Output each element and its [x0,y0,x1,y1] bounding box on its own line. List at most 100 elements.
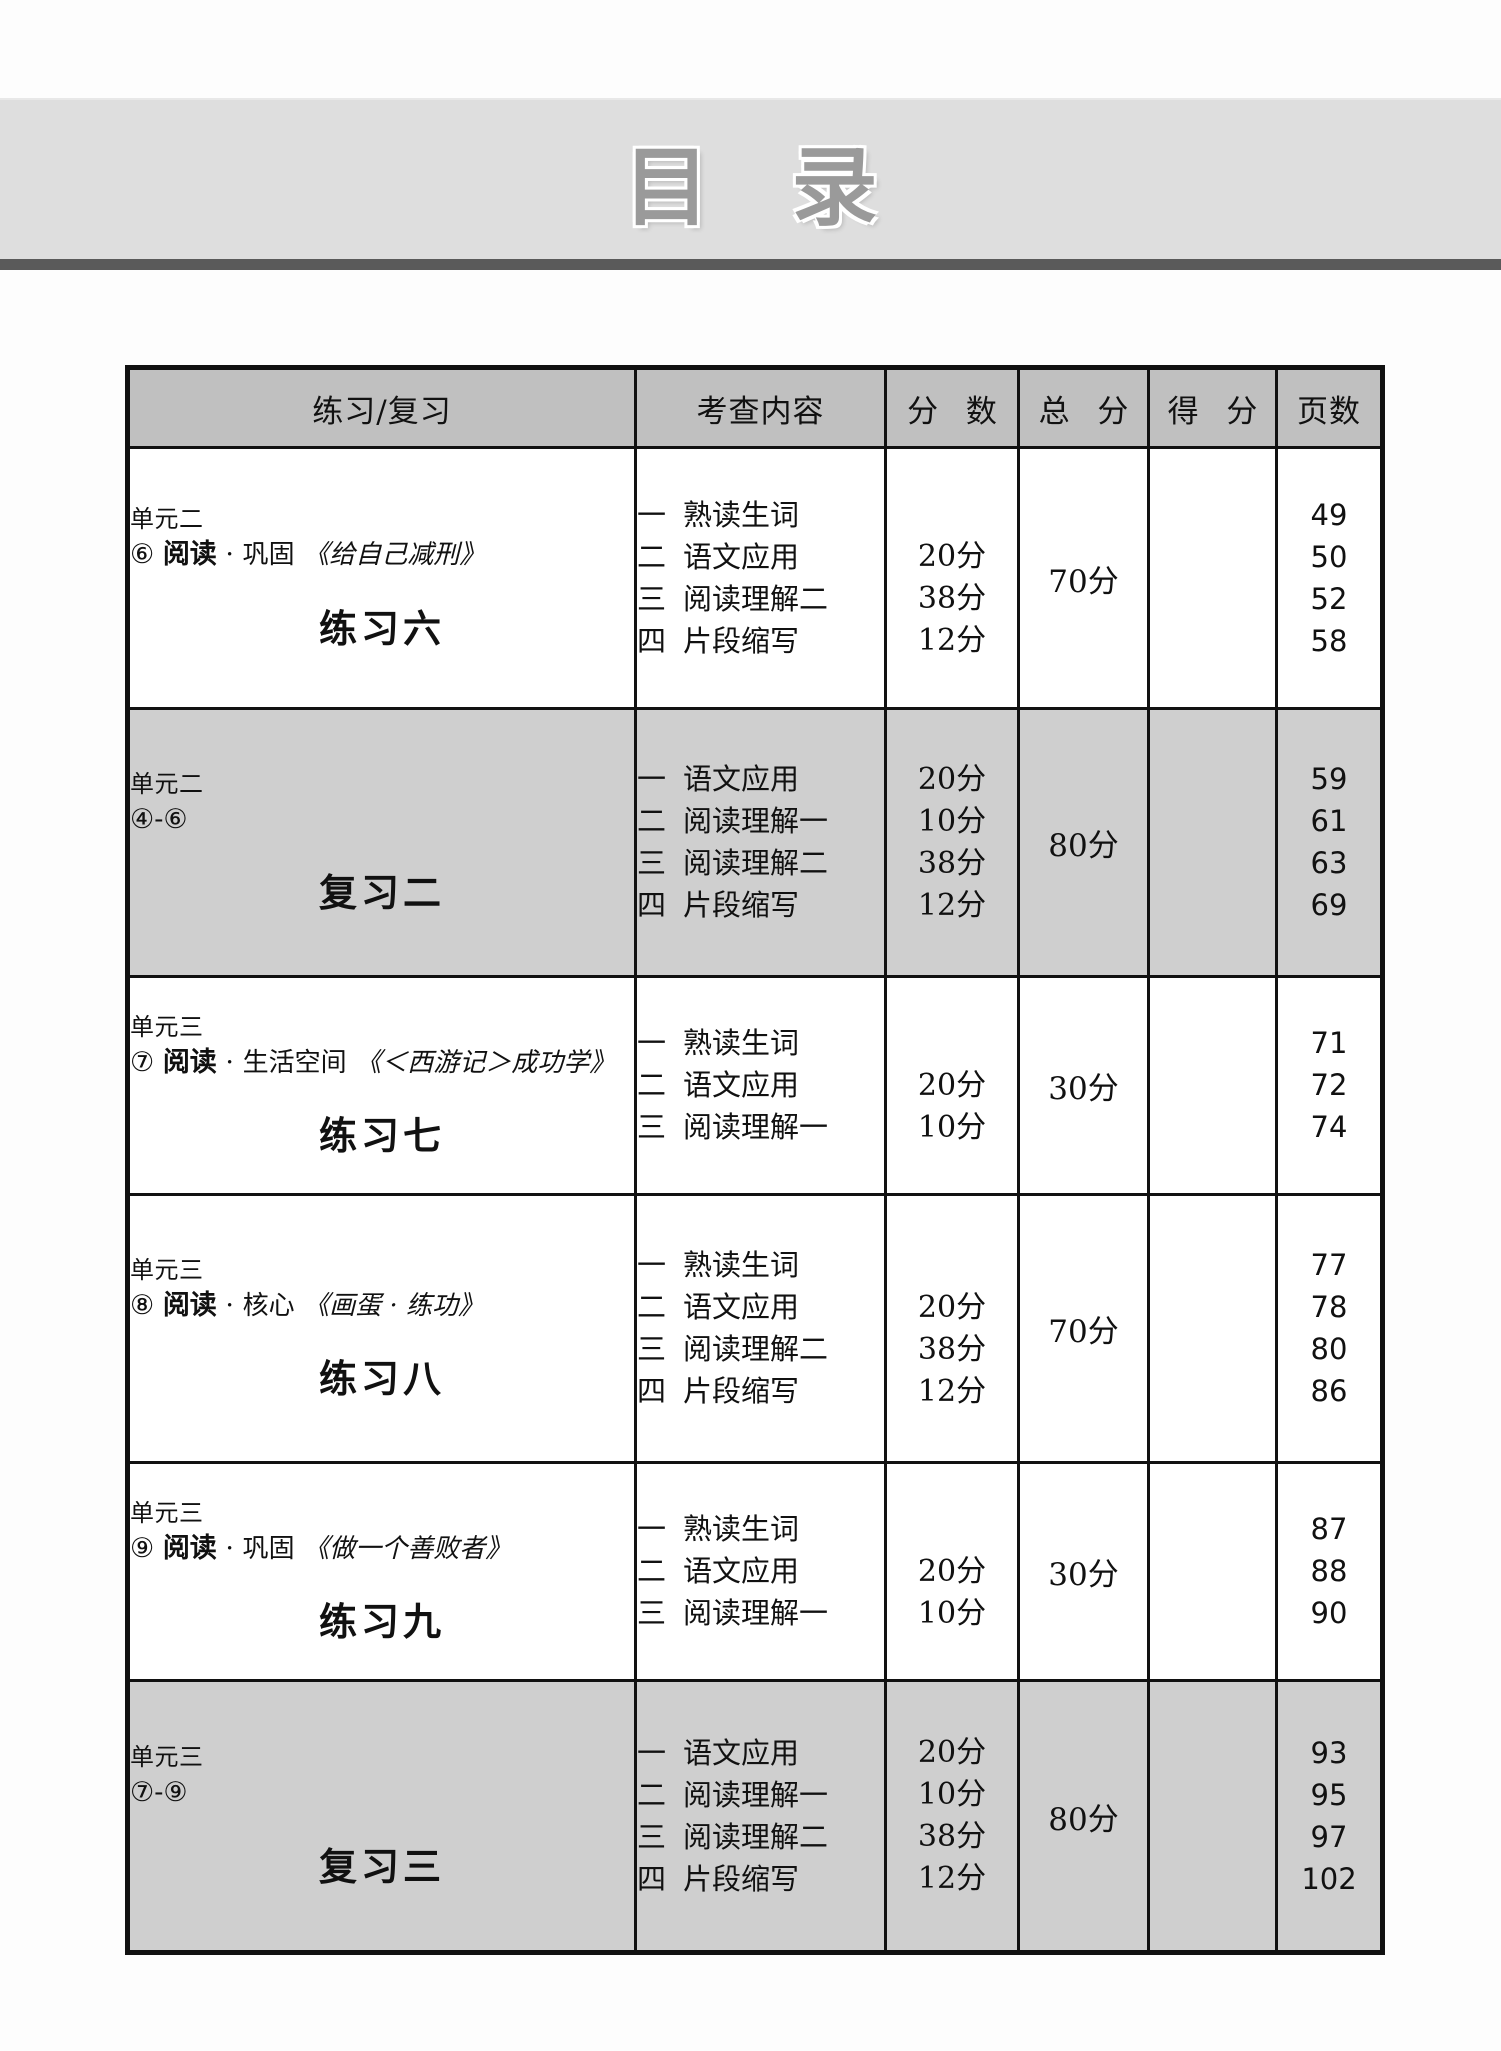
cell-scores: 20分 38分 12分 [884,1193,1020,1464]
content-item: 三阅读理解二 [637,1816,884,1858]
content-item-label: 语文应用 [683,1290,800,1324]
page-number[interactable]: 63 [1310,846,1348,880]
unit-label: 单元三 [130,1498,204,1527]
page-number[interactable]: 72 [1310,1068,1348,1102]
content-item-label: 阅读理解二 [683,1819,829,1854]
content-item-label: 语文应用 [683,539,800,574]
lesson-name: 练习六 [318,605,445,651]
page-number[interactable]: 52 [1310,581,1348,616]
cell-earned-score[interactable] [1147,1679,1278,1954]
table-row: 单元二 ⑥ 阅读 · 巩固 《给自己减刑》 练习六一熟读生词二语文应用三阅读理解二四… [126,446,1384,710]
page-number[interactable]: 71 [1310,1026,1348,1060]
entry-work-title: 《给自己减刑》 [303,540,486,571]
page-number[interactable]: 59 [1310,762,1348,796]
cell-content-items: 一熟读生词二语文应用三阅读理解一 [634,975,887,1196]
cell-exercise-title: 单元三 ⑨ 阅读 · 巩固 《做一个善败者》 练习九 [126,1461,637,1682]
page-number[interactable]: 102 [1301,1861,1357,1896]
header-page: 页数 [1275,366,1384,449]
content-item: 四片段缩写 [637,1371,884,1413]
page-number[interactable]: 74 [1310,1110,1348,1144]
content-item-index: 三 [637,846,667,880]
score-value [887,494,1017,536]
lesson-name: 复习二 [318,870,445,916]
content-item-index: 一 [637,1026,667,1060]
content-item-label: 阅读理解一 [683,1110,829,1144]
score-value [887,1245,1017,1287]
toc-table: 练习/复习 考查内容 分 数 总 分 得 分 页数 单元二 ⑥ 阅读 · 巩固 《… [125,365,1385,1955]
content-item-label: 阅读理解一 [683,1596,829,1630]
score-value: 20分 [917,1289,987,1325]
page-number[interactable]: 90 [1310,1596,1348,1630]
content-item: 二语文应用 [637,1287,884,1329]
unit-label: 单元三 [130,1255,204,1284]
content-item-index: 二 [637,539,667,574]
score-value: 12分 [917,887,987,923]
title-banner: 目 录 [0,98,1501,270]
score-value: 10分 [917,803,987,839]
page-number[interactable]: 86 [1310,1374,1348,1408]
page-number[interactable]: 77 [1310,1248,1348,1282]
content-item-index: 三 [637,1110,667,1144]
page-number[interactable]: 69 [1310,888,1348,922]
page-number[interactable]: 61 [1310,804,1348,838]
page-number[interactable]: 49 [1310,497,1348,532]
entry-subtype: 核心 [242,1290,295,1321]
page-number[interactable]: 93 [1310,1735,1348,1770]
page-number[interactable]: 80 [1310,1332,1348,1366]
cell-earned-score[interactable] [1147,1461,1278,1682]
cell-total-score: 80分 [1017,1679,1150,1954]
page-number[interactable]: 78 [1310,1290,1348,1324]
page-number[interactable]: 58 [1310,623,1348,658]
content-item: 一语文应用 [637,759,884,801]
score-value: 12分 [917,1861,987,1896]
entry-line: ⑦ 阅读 · 生活空间 《＜西游记＞成功学》 [130,1043,634,1084]
cell-earned-score[interactable] [1147,446,1278,710]
cell-total-score: 70分 [1017,1193,1150,1464]
content-item-index: 二 [637,1554,667,1588]
content-item: 一熟读生词 [637,1023,884,1065]
page-number[interactable]: 50 [1310,539,1348,574]
entry-separator: · [225,539,234,571]
entry-number: ⑦ [130,1046,155,1078]
entry-work-title: 《画蛋 · 练功》 [303,1290,484,1321]
content-item: 一熟读生词 [637,1245,884,1287]
content-item-label: 语文应用 [683,1554,800,1588]
entry-work-title: 《＜西游记＞成功学》 [355,1047,616,1078]
unit-label: 单元二 [130,505,204,534]
lesson-name: 练习八 [318,1356,445,1402]
entry-line: ⑧ 阅读 · 核心 《画蛋 · 练功》 [130,1286,634,1327]
entry-work-title: 《做一个善败者》 [303,1533,512,1564]
score-value: 38分 [917,1331,987,1367]
content-item-label: 语文应用 [683,1735,800,1770]
page-number[interactable]: 97 [1310,1819,1348,1854]
cell-earned-score[interactable] [1147,975,1278,1196]
score-value [887,1509,1017,1551]
table-row: 单元三 ⑧ 阅读 · 核心 《画蛋 · 练功》 练习八一熟读生词二语文应用三阅读理解… [126,1193,1384,1464]
content-item-index: 三 [637,1332,667,1366]
cell-earned-score[interactable] [1147,1193,1278,1464]
score-value: 10分 [917,1109,987,1145]
page-number[interactable]: 87 [1310,1512,1348,1546]
content-item: 二语文应用 [637,1551,884,1593]
content-item: 一熟读生词 [637,494,884,536]
content-item-index: 一 [637,762,667,796]
content-item-label: 片段缩写 [683,1861,800,1896]
entry-separator: · [225,1046,234,1078]
entry-kind: 阅读 [162,1046,217,1078]
cell-scores: 20分 10分 [884,1461,1020,1682]
cell-exercise-title: 单元三 ⑧ 阅读 · 核心 《画蛋 · 练功》练习八 [126,1193,637,1464]
content-item-index: 四 [637,1861,667,1896]
table-header: 练习/复习 考查内容 分 数 总 分 得 分 页数 [126,366,1384,449]
entry-subtype: 巩固 [242,1533,295,1564]
content-item-label: 熟读生词 [683,497,800,532]
header-score: 分 数 [884,366,1020,449]
content-item-index: 二 [637,1290,667,1324]
content-item-index: 二 [637,1777,667,1812]
cell-earned-score[interactable] [1147,707,1278,978]
cell-content-items: 一语文应用二阅读理解一三阅读理解二四片段缩写 [634,707,887,978]
page-number[interactable]: 95 [1310,1777,1348,1812]
entry-kind: 阅读 [162,539,217,571]
entry-number: ⑦-⑨ [130,1777,188,1809]
header-total: 总 分 [1017,366,1150,449]
page-number[interactable]: 88 [1310,1554,1348,1588]
